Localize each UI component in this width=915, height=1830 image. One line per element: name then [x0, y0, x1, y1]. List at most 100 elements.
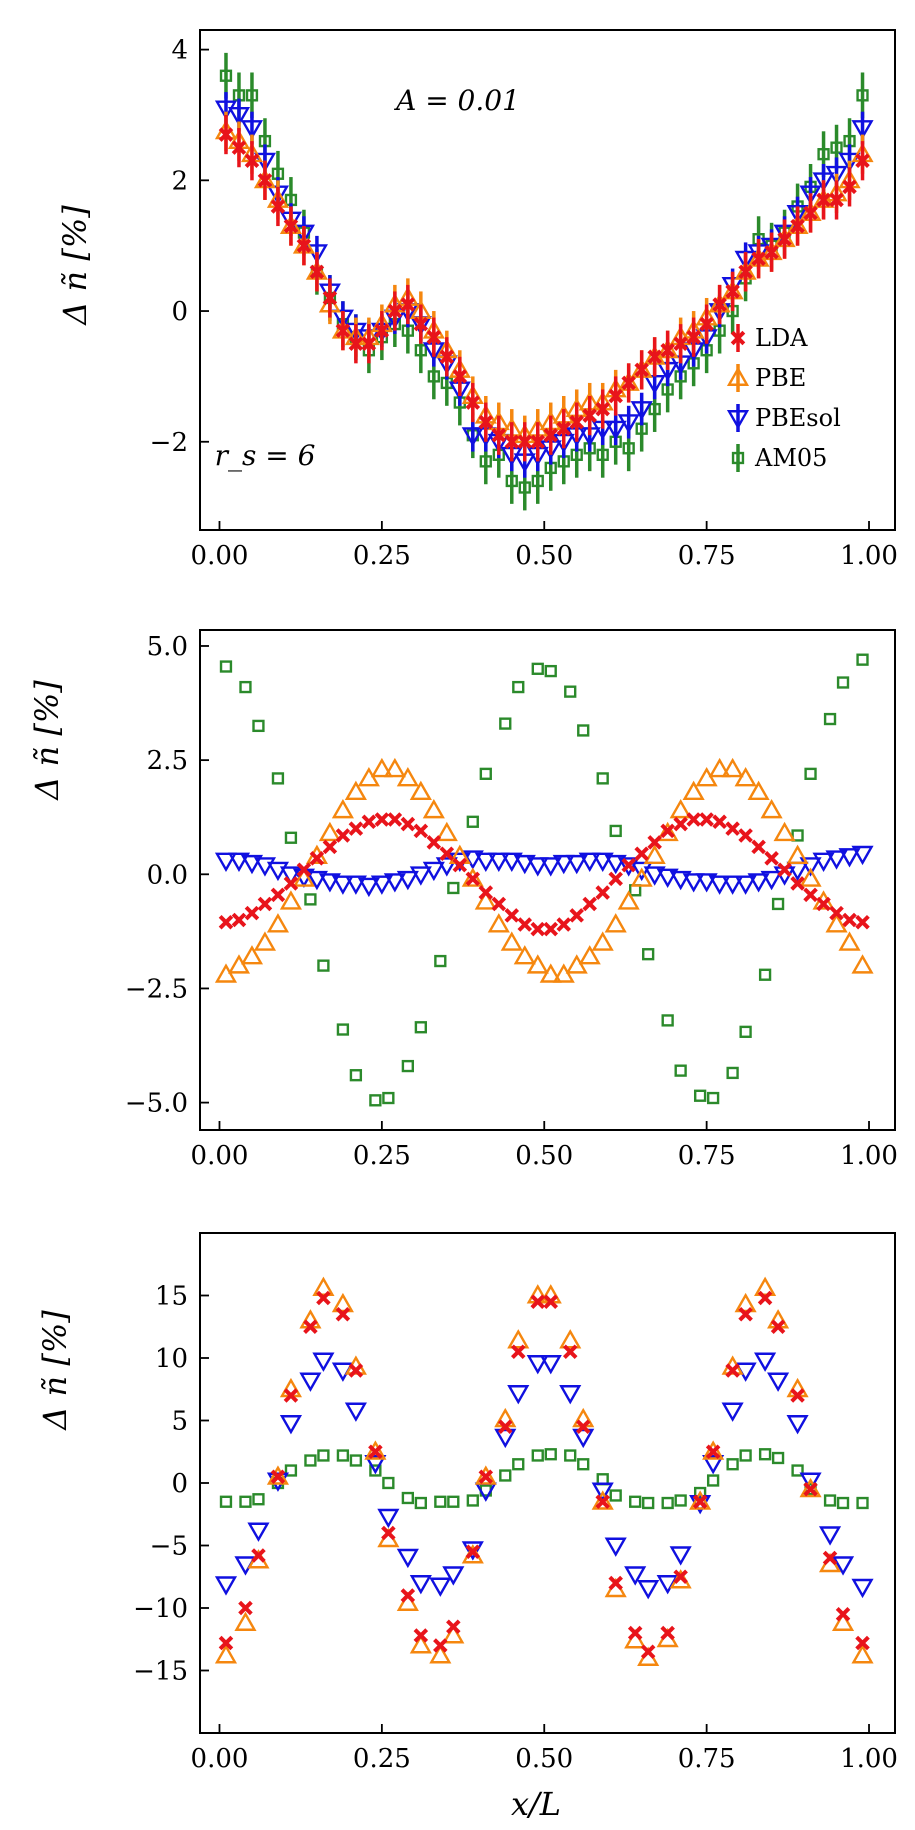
- legend-lda-marker: [730, 330, 746, 346]
- middle-pbesol-point: [604, 854, 627, 875]
- top-lda-point: [816, 192, 831, 208]
- top-am05-point: [830, 141, 843, 154]
- bottom-am05-point: [349, 1454, 363, 1467]
- bottom-pbesol-point: [786, 1415, 809, 1435]
- top-lda-point: [647, 349, 662, 365]
- middle-lda-point: [413, 823, 429, 839]
- middle-am05-point: [401, 1059, 415, 1073]
- bottom-pbe-point: [507, 1329, 530, 1349]
- middle-ytick-label: 5.0: [147, 632, 188, 662]
- top-lda-point: [387, 303, 403, 319]
- top-am05-point: [219, 69, 233, 82]
- bottom-am05-point: [836, 1496, 850, 1510]
- bottom-am05-point: [564, 1449, 577, 1462]
- middle-lda-point: [608, 871, 623, 887]
- middle-pbesol-point: [669, 870, 692, 891]
- top-lda-point: [595, 401, 610, 417]
- bottom-am05-point: [629, 1495, 642, 1508]
- top-lda-point: [829, 192, 844, 208]
- middle-lda-point: [556, 917, 572, 932]
- middle-am05-point: [479, 767, 492, 780]
- bottom-am05-point: [252, 1493, 265, 1506]
- middle-pbe-point: [513, 945, 536, 965]
- middle-am05-point: [369, 1094, 382, 1107]
- top-xtick-label: 1.00: [840, 541, 898, 571]
- middle-am05-point: [531, 662, 544, 675]
- bottom-lda-point: [413, 1628, 429, 1643]
- middle-lda-point: [517, 917, 533, 932]
- bottom-pbesol-point: [604, 1537, 627, 1557]
- middle-pbesol-point: [656, 868, 679, 888]
- middle-lda-point: [296, 862, 312, 877]
- bottom-lda-point: [562, 1344, 578, 1360]
- middle-pbe-point: [409, 780, 432, 801]
- bottom-am05-point: [739, 1449, 752, 1462]
- middle-pbesol-point: [318, 873, 341, 893]
- bottom-pbe-point: [429, 1644, 452, 1664]
- middle-lda-point: [699, 812, 714, 827]
- top-lda-point: [855, 153, 870, 168]
- middle-pbe-point: [682, 780, 705, 801]
- bottom-lda-point: [348, 1363, 364, 1378]
- bottom-am05-point: [661, 1496, 674, 1510]
- bottom-pbesol-point: [494, 1428, 517, 1449]
- middle-pbesol-point: [721, 875, 744, 895]
- middle-xtick-label: 0.75: [678, 1141, 736, 1171]
- middle-am05-point: [512, 680, 525, 694]
- middle-xtick-label: 0.25: [353, 1141, 411, 1171]
- middle-am05-point: [609, 824, 622, 838]
- middle-pbe-point: [786, 844, 809, 864]
- top-pbesol-point: [604, 420, 627, 441]
- bottom-panel-ticks: 0.00 0.25 0.50 0.75 1.00 −15 −10 −5 0 5 10 15: [133, 1282, 898, 1775]
- middle-pbesol-point: [539, 857, 562, 877]
- bottom-lda-point: [543, 1294, 559, 1310]
- middle-lda-point: [751, 839, 766, 855]
- top-lda-point: [400, 297, 416, 312]
- bottom-lda-point: [855, 1635, 870, 1651]
- middle-ytick-label: −5.0: [125, 1089, 188, 1119]
- middle-pbesol-point: [513, 854, 536, 875]
- middle-lda-point: [257, 896, 273, 912]
- top-lda-point: [270, 199, 286, 214]
- middle-pbe-point: [526, 954, 549, 974]
- middle-pbesol-point: [227, 852, 251, 873]
- bottom-am05-point: [284, 1464, 298, 1477]
- bottom-pbesol-point: [429, 1577, 452, 1597]
- top-lda-point: [309, 264, 325, 280]
- middle-ytick-label: −2.5: [125, 974, 188, 1004]
- bottom-am05-point: [317, 1449, 330, 1462]
- top-am05-point: [531, 474, 544, 488]
- top-lda-point: [738, 264, 753, 280]
- bottom-pbesol-point: [591, 1482, 614, 1502]
- bottom-lda-point: [608, 1575, 623, 1591]
- bottom-pbesol-point: [637, 1580, 660, 1600]
- bottom-lda-point: [627, 1625, 643, 1641]
- top-xtick-label: 0.00: [191, 541, 249, 571]
- top-am05-point: [245, 89, 259, 102]
- bottom-ytick-label: −10: [133, 1594, 188, 1624]
- top-lda-point: [530, 434, 546, 450]
- bottom-am05-point: [856, 1496, 869, 1510]
- middle-am05-point: [823, 712, 837, 726]
- top-am05-point: [817, 148, 830, 161]
- bottom-lda-point: [303, 1319, 318, 1335]
- bottom-am05-point: [642, 1496, 655, 1510]
- middle-am05-point: [856, 653, 869, 666]
- top-lda-point: [218, 127, 234, 142]
- top-lda-point: [283, 218, 299, 234]
- top-lda-point: [374, 323, 390, 338]
- bottom-lda-point: [640, 1644, 656, 1660]
- middle-pbesol-point: [799, 857, 822, 877]
- bottom-pbesol-point: [312, 1352, 335, 1372]
- bottom-am05-point: [544, 1448, 557, 1461]
- bottom-pbesol-point: [799, 1472, 822, 1492]
- middle-panel-ylabel: Δ ñ [%]: [28, 680, 66, 802]
- legend-pbe-marker: [726, 366, 750, 386]
- middle-pbesol-point: [409, 866, 432, 886]
- top-panel-annotation-rs: r_s = 6: [215, 439, 316, 472]
- bottom-pbe-point: [689, 1490, 712, 1510]
- top-lda-point: [608, 388, 623, 404]
- bottom-pbesol-point: [539, 1355, 562, 1375]
- middle-pbe-point: [773, 821, 796, 842]
- middle-am05-point: [336, 1023, 350, 1036]
